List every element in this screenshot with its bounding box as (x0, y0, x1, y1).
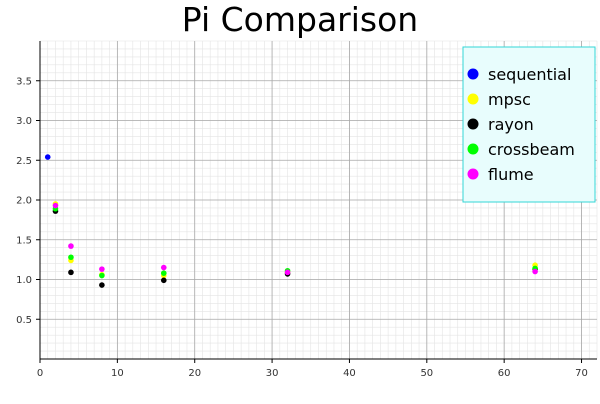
data-point-crossbeam (68, 254, 74, 261)
legend-marker-mpsc (467, 93, 479, 105)
x-tick-label: 0 (37, 368, 43, 379)
x-tick-label: 30 (266, 368, 279, 379)
data-point-flume (52, 202, 59, 209)
y-tick-label: 3.5 (16, 76, 32, 87)
x-tick-label: 20 (188, 368, 201, 379)
data-point-flume (160, 264, 167, 271)
data-point-rayon (99, 282, 105, 288)
legend-marker-sequential (467, 68, 479, 80)
data-point-flume (68, 243, 74, 249)
legend-label-flume: flume (488, 165, 534, 184)
tick-labels: 0 10 20 30 40 50 60 70 0.5 1.0 1.5 2.0 2.5 3.0 3.5 (16, 76, 588, 379)
x-tick-label: 60 (498, 368, 511, 379)
data-point-crossbeam (99, 272, 105, 279)
legend-label-mpsc: mpsc (488, 90, 531, 109)
y-tick-label: 3.0 (16, 116, 32, 127)
legend-marker-rayon (467, 118, 479, 130)
data-point-sequential (44, 154, 51, 160)
legend-label-rayon: rayon (488, 115, 534, 134)
legend: sequential mpsc rayon crossbeam flume (462, 46, 596, 203)
legend-label-sequential: sequential (488, 65, 571, 84)
data-point-rayon (68, 269, 74, 276)
legend-label-crossbeam: crossbeam (488, 140, 575, 159)
y-tick-label: 2.5 (16, 156, 32, 167)
y-tick-label: 2.0 (16, 196, 32, 207)
data-point-flume (99, 266, 105, 272)
data-point-flume (532, 268, 538, 275)
legend-marker-flume (467, 168, 479, 180)
legend-box (462, 46, 596, 203)
axes (36, 41, 597, 363)
y-tick-label: 0.5 (16, 315, 32, 326)
data-point-rayon (160, 277, 167, 284)
legend-marker-crossbeam (467, 143, 479, 155)
y-tick-label: 1.0 (16, 275, 32, 286)
x-tick-label: 40 (343, 368, 356, 379)
y-tick-label: 1.5 (16, 235, 32, 246)
x-tick-label: 50 (420, 368, 433, 379)
x-tick-label: 10 (111, 368, 124, 379)
data-points (44, 154, 538, 288)
x-tick-label: 70 (575, 368, 588, 379)
chart-title: Pi Comparison (182, 0, 418, 39)
data-point-crossbeam (160, 270, 167, 276)
data-point-flume (284, 269, 291, 276)
